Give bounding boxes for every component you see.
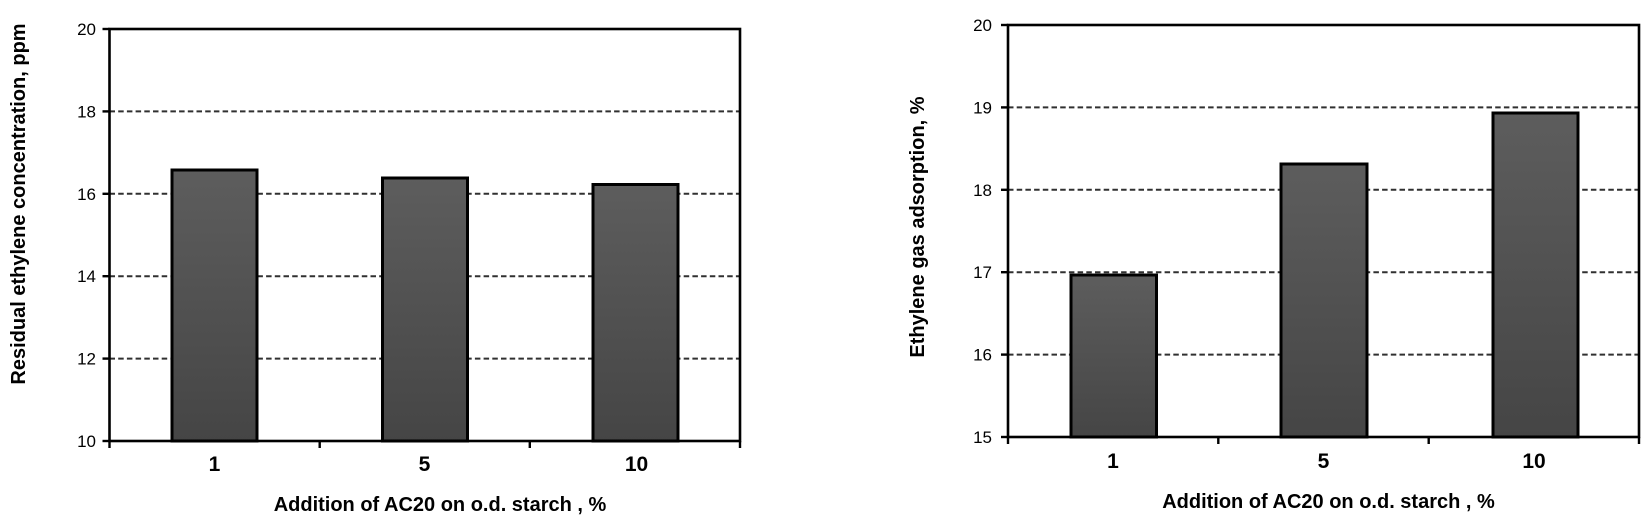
- svg-text:15: 15: [973, 428, 992, 447]
- svg-text:1: 1: [209, 453, 221, 476]
- svg-text:16: 16: [973, 346, 992, 365]
- svg-text:Ethylene gas adsorption, %: Ethylene gas adsorption, %: [907, 96, 929, 357]
- svg-text:Addition of AC20 on o.d. starc: Addition of AC20 on o.d. starch , %: [274, 494, 607, 516]
- svg-text:10: 10: [625, 453, 648, 476]
- svg-text:Residual ethylene concentratio: Residual ethylene concentration, ppm: [8, 23, 30, 384]
- svg-text:16: 16: [77, 185, 96, 204]
- svg-text:10: 10: [77, 432, 96, 451]
- svg-text:14: 14: [77, 267, 96, 286]
- svg-text:Addition of AC20 on o.d. starc: Addition of AC20 on o.d. starch , %: [1162, 491, 1495, 513]
- svg-text:18: 18: [77, 102, 96, 121]
- svg-text:20: 20: [973, 16, 992, 35]
- svg-text:1: 1: [1107, 450, 1119, 473]
- svg-text:5: 5: [1318, 450, 1330, 473]
- svg-text:12: 12: [77, 350, 96, 369]
- svg-text:18: 18: [973, 181, 992, 200]
- svg-text:19: 19: [973, 98, 992, 117]
- svg-text:17: 17: [973, 263, 992, 282]
- svg-text:10: 10: [1522, 450, 1545, 473]
- svg-text:5: 5: [419, 453, 431, 476]
- svg-text:20: 20: [77, 20, 96, 39]
